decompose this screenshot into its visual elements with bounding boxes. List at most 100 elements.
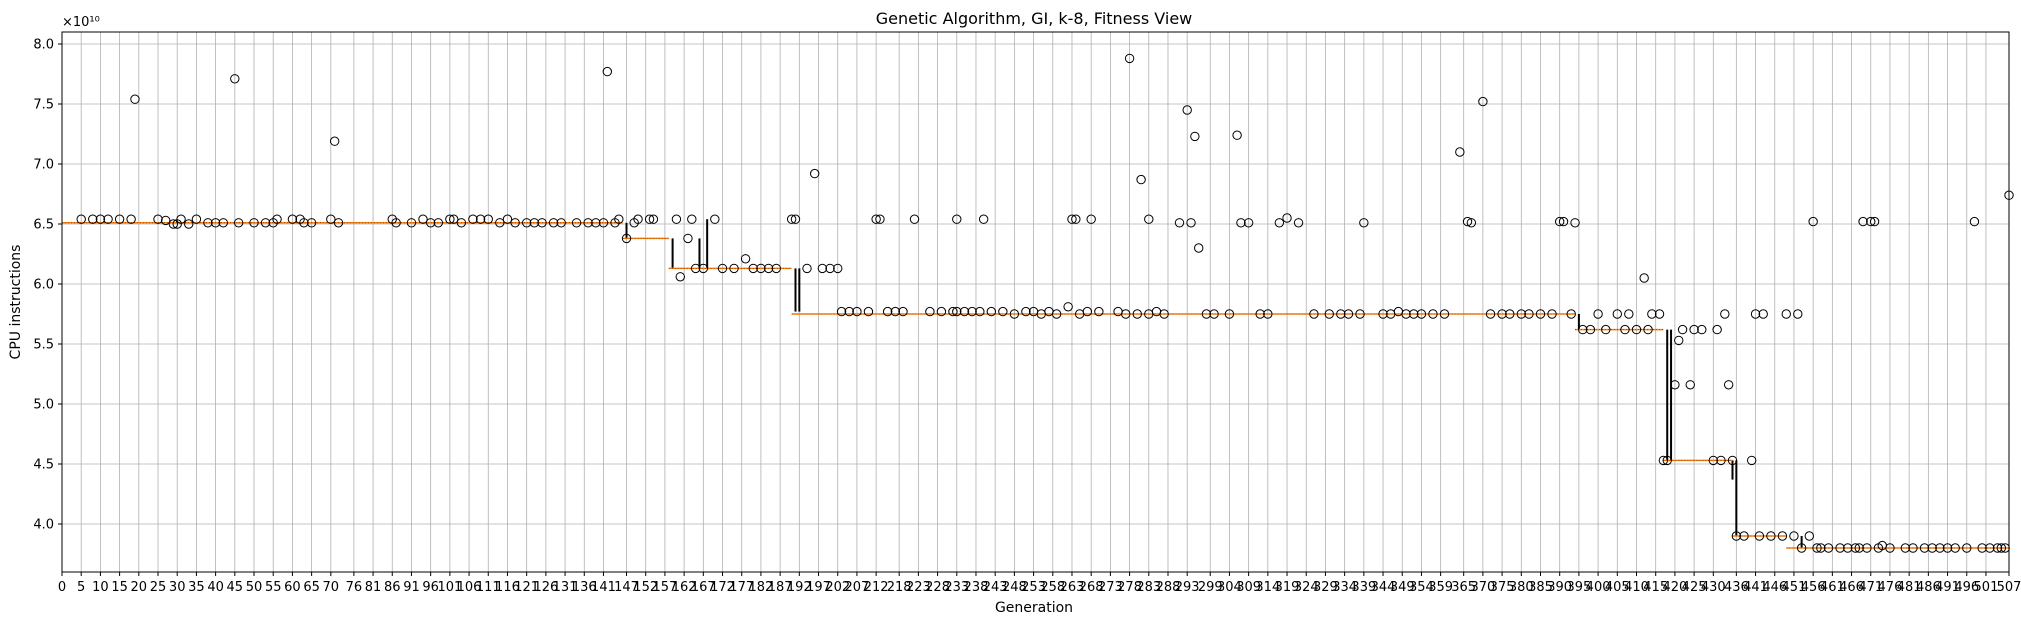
outlier-point <box>598 218 609 228</box>
x-tick-label: 197 <box>806 580 831 595</box>
outlier-point <box>230 74 240 84</box>
x-tick-label: 167 <box>691 580 716 595</box>
x-tick-label: 309 <box>1236 580 1261 595</box>
outlier-point <box>952 306 962 317</box>
x-tick-label: 152 <box>633 580 658 595</box>
outlier-point <box>1343 309 1354 319</box>
outlier-point <box>1985 543 1995 553</box>
outlier-point <box>76 214 86 224</box>
x-tick-label: 45 <box>227 580 244 595</box>
outlier-point <box>1727 455 1738 466</box>
x-tick-label: 405 <box>1605 580 1630 595</box>
x-tick-label: 288 <box>1156 580 1181 595</box>
x-tick-label: 121 <box>514 580 539 595</box>
outlier-point <box>95 214 106 224</box>
x-tick-label: 466 <box>1839 580 1864 595</box>
outlier-point <box>1697 324 1707 335</box>
outlier-point <box>1293 218 1304 228</box>
outlier-point <box>1416 309 1427 319</box>
outlier-point <box>890 306 901 317</box>
outlier-point <box>1835 543 1845 553</box>
outlier-point <box>218 218 228 228</box>
outlier-point <box>529 218 540 228</box>
outlier-point <box>836 306 847 317</box>
outlier-point <box>445 214 455 224</box>
outlier-point <box>306 218 317 228</box>
x-tick-label: 283 <box>1136 580 1161 595</box>
x-tick-label: 162 <box>672 580 697 595</box>
outlier-point <box>88 214 98 224</box>
outlier-point <box>1067 214 1077 224</box>
outlier-point <box>1190 131 1200 142</box>
outlier-point <box>299 218 309 228</box>
outlier-point <box>260 218 271 228</box>
x-tick-label: 436 <box>1724 580 1749 595</box>
x-tick-label: 55 <box>265 580 282 595</box>
outlier-point <box>1731 531 1742 541</box>
outlier-point <box>537 218 547 228</box>
x-tick-label: 131 <box>553 580 578 595</box>
outlier-point <box>1612 309 1622 319</box>
outlier-point <box>1850 543 1861 553</box>
outlier-point <box>1282 213 1292 223</box>
x-tick-label: 385 <box>1528 580 1553 595</box>
x-tick-label: 15 <box>111 580 128 595</box>
outlier-point <box>433 218 444 228</box>
x-axis-label: Generation <box>995 600 1073 616</box>
outlier-point <box>1812 543 1822 553</box>
x-tick-label: 147 <box>614 580 639 595</box>
x-tick-label: 177 <box>729 580 754 595</box>
x-tick-label: 233 <box>944 580 969 595</box>
outlier-point <box>1601 324 1611 335</box>
outlier-point <box>729 263 739 274</box>
x-tick-label: 365 <box>1451 580 1476 595</box>
outlier-point <box>1401 309 1411 319</box>
outlier-point <box>925 306 935 317</box>
x-tick-label: 471 <box>1858 580 1883 595</box>
outlier-point <box>1766 531 1776 541</box>
outlier-point <box>1927 543 1937 553</box>
outlier-point <box>203 218 213 228</box>
x-tick-label: 5 <box>77 580 85 595</box>
outlier-point <box>1554 216 1565 227</box>
outlier-point <box>1777 531 1788 541</box>
outlier-point <box>1942 543 1953 553</box>
outlier-point <box>1935 543 1945 553</box>
outlier-point <box>1747 455 1757 466</box>
outlier-point <box>475 214 486 224</box>
outlier-point <box>249 218 259 228</box>
outlier-point <box>1558 216 1569 227</box>
x-tick-label: 248 <box>1002 580 1027 595</box>
outlier-point <box>1478 96 1488 107</box>
outlier-point <box>817 263 828 274</box>
x-tick-label: 65 <box>303 580 320 595</box>
outlier-point <box>1378 309 1388 319</box>
outlier-point <box>1094 306 1104 317</box>
x-tick-label: 476 <box>1878 580 1903 595</box>
x-tick-label: 395 <box>1566 580 1591 595</box>
outlier-point <box>1654 309 1665 319</box>
x-tick-label: 172 <box>710 580 735 595</box>
outlier-point <box>1324 309 1334 319</box>
outlier-point <box>986 306 997 317</box>
x-tick-label: 501 <box>1974 580 1999 595</box>
outlier-point <box>1136 174 1146 185</box>
y-tick-label: 8.0 <box>33 38 54 53</box>
outlier-point <box>333 218 344 228</box>
outlier-point <box>571 218 582 228</box>
outlier-point <box>1201 309 1212 319</box>
outlier-point <box>425 218 436 228</box>
x-tick-label: 187 <box>768 580 793 595</box>
outlier-point <box>978 214 989 224</box>
outlier-point <box>825 263 835 274</box>
outlier-point <box>909 214 920 224</box>
outlier-point <box>521 218 532 228</box>
x-tick-label: 20 <box>131 580 148 595</box>
outlier-point <box>1409 309 1419 319</box>
y-tick-label: 7.5 <box>33 98 54 113</box>
outlier-point <box>1739 531 1749 541</box>
outlier-point <box>103 214 113 224</box>
x-tick-label: 182 <box>749 580 774 595</box>
x-tick-label: 76 <box>346 580 363 595</box>
outlier-point <box>1485 309 1496 319</box>
